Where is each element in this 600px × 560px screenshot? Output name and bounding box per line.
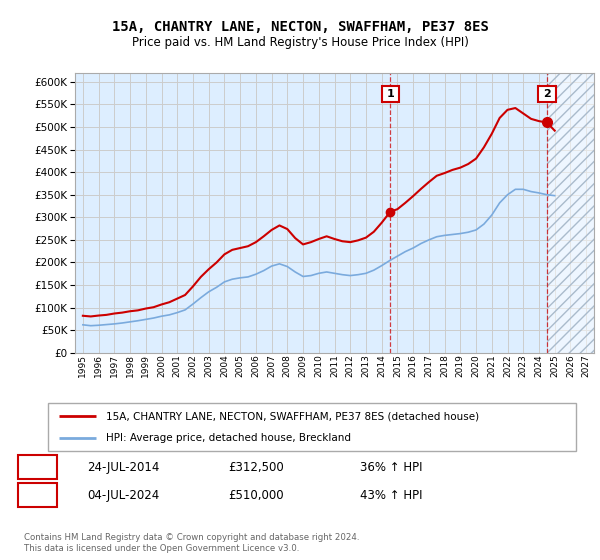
Text: HPI: Average price, detached house, Breckland: HPI: Average price, detached house, Brec…	[106, 433, 351, 443]
FancyBboxPatch shape	[48, 403, 576, 451]
FancyBboxPatch shape	[538, 86, 556, 102]
Text: 04-JUL-2024: 04-JUL-2024	[87, 488, 159, 502]
Text: 15A, CHANTRY LANE, NECTON, SWAFFHAM, PE37 8ES: 15A, CHANTRY LANE, NECTON, SWAFFHAM, PE3…	[112, 20, 488, 34]
Bar	[547, 73, 594, 353]
Text: 1: 1	[34, 462, 41, 472]
Text: Price paid vs. HM Land Registry's House Price Index (HPI): Price paid vs. HM Land Registry's House …	[131, 36, 469, 49]
FancyBboxPatch shape	[382, 86, 399, 102]
Text: 15A, CHANTRY LANE, NECTON, SWAFFHAM, PE37 8ES (detached house): 15A, CHANTRY LANE, NECTON, SWAFFHAM, PE3…	[106, 411, 479, 421]
Text: 43% ↑ HPI: 43% ↑ HPI	[360, 488, 422, 502]
Text: 2: 2	[543, 89, 551, 99]
Text: 24-JUL-2014: 24-JUL-2014	[87, 460, 160, 474]
Text: 36% ↑ HPI: 36% ↑ HPI	[360, 460, 422, 474]
Bar	[547, 73, 594, 353]
Text: Contains HM Land Registry data © Crown copyright and database right 2024.
This d: Contains HM Land Registry data © Crown c…	[24, 533, 359, 553]
Text: 2: 2	[34, 490, 41, 500]
Text: 1: 1	[386, 89, 394, 99]
Text: £510,000: £510,000	[228, 488, 284, 502]
Text: £312,500: £312,500	[228, 460, 284, 474]
